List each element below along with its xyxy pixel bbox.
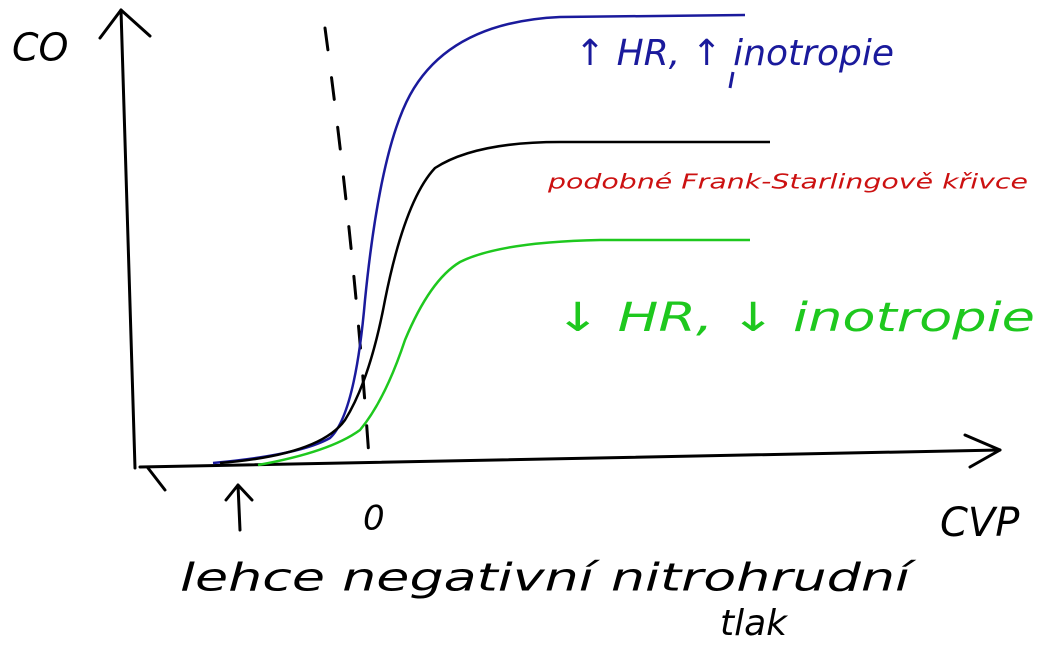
annotation: tlak	[720, 603, 789, 644]
curve-label: podobné Frank-Starlingově křivce	[547, 170, 1028, 194]
curve-label: ↓ HR, ↓ inotropie	[555, 295, 1035, 341]
curve-high	[212, 13, 746, 465]
x-axis-label: CVP	[940, 500, 1020, 546]
tick-mark	[728, 71, 735, 89]
origin-label: 0	[363, 499, 385, 539]
y-axis-tail	[146, 466, 167, 492]
zero-line	[323, 26, 372, 474]
y-axis	[119, 8, 137, 470]
annotation: lehce negativní nitrohrudní	[180, 556, 918, 600]
y-axis-arrow	[98, 8, 152, 40]
curve-normal	[219, 140, 770, 465]
y-axis-label: CO	[12, 26, 68, 70]
curve-low	[257, 238, 750, 467]
curve-label: ↑ HR, ↑ inotropie	[575, 33, 894, 74]
x-axis-arrow	[963, 433, 1002, 469]
annotation-arrow	[224, 483, 254, 532]
